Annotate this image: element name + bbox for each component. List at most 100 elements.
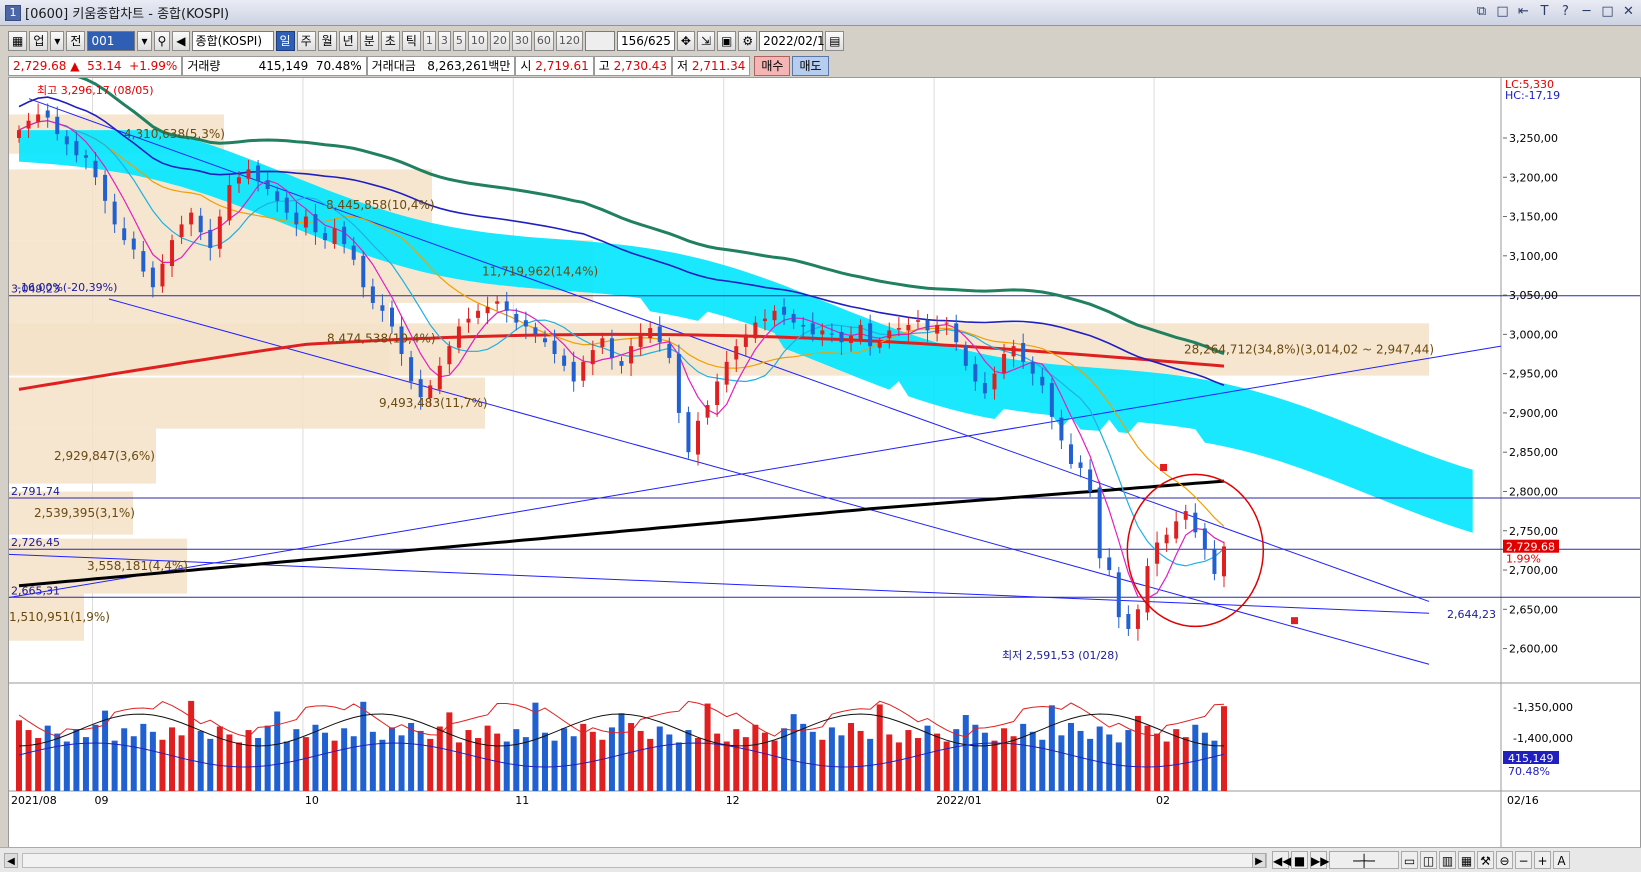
close-button[interactable]: ✕: [1623, 4, 1634, 19]
candle-body: [1002, 354, 1007, 373]
volume-bar: [188, 700, 195, 791]
interval-custom-input[interactable]: [584, 31, 615, 51]
scope-button[interactable]: 전: [66, 31, 86, 51]
date-input[interactable]: 2022/02/16: [759, 31, 832, 51]
volume-profile-label: 11,719,962(14,4%): [482, 265, 598, 279]
candle-body: [820, 330, 825, 335]
volume-bar: [1182, 737, 1189, 791]
scroll-track[interactable]: [22, 853, 1267, 868]
pin-icon[interactable]: ⇤: [1518, 4, 1529, 19]
restore-layout-icon[interactable]: ⧉: [1476, 4, 1487, 19]
market-selector[interactable]: 업: [29, 31, 49, 51]
volume-profile-bar: [9, 428, 156, 484]
zoom-plus-icon[interactable]: +: [1534, 851, 1551, 869]
stop-icon[interactable]: ■: [1291, 851, 1308, 869]
interval-3[interactable]: 3: [437, 31, 451, 51]
code-dropdown-icon[interactable]: ▾: [137, 31, 152, 51]
volume-bar: [914, 738, 921, 791]
candle-body: [418, 379, 423, 398]
volume-profile-label: 28,264,712(34,8%)(3,014,02 ~ 2,947,44): [1184, 343, 1434, 357]
maximize-button[interactable]: □: [1601, 4, 1614, 19]
minimize-button[interactable]: ─: [1582, 4, 1591, 19]
open-label: 시: [520, 59, 532, 73]
text-size-icon[interactable]: A: [1553, 851, 1570, 869]
volume-bar: [16, 720, 22, 791]
scroll-left-icon[interactable]: ◀: [4, 853, 18, 868]
buy-button[interactable]: 매수: [754, 56, 791, 76]
interval-120[interactable]: 120: [555, 31, 583, 51]
search-icon[interactable]: ⚲: [153, 31, 171, 51]
candle-body: [122, 228, 127, 241]
period-second[interactable]: 초: [380, 31, 400, 51]
candle-body: [275, 191, 280, 201]
candle-body: [1011, 346, 1016, 357]
period-year[interactable]: 년: [338, 31, 358, 51]
volume-bar: [494, 733, 501, 791]
interval-1[interactable]: 1: [422, 31, 436, 51]
interval-60[interactable]: 60: [533, 31, 554, 51]
interval-10[interactable]: 10: [467, 31, 488, 51]
period-tick[interactable]: 틱: [401, 31, 421, 51]
interval-5[interactable]: 5: [452, 31, 466, 51]
price-chart[interactable]: 2021/08 09 10 11 12 2022/01 02 02/16 3,049,23 2,7…: [9, 78, 1640, 849]
horizontal-scrollbar[interactable]: ◀ ▶ ◀◀ ■ ▶▶ ─┼─ ▭ ◫ ▥ ▦ ⚒ ⊖ − + A: [0, 847, 1641, 872]
candle-body: [409, 357, 414, 382]
window-frame-icon[interactable]: □: [1496, 4, 1509, 19]
help-icon[interactable]: ?: [1562, 4, 1569, 19]
layout-single-icon[interactable]: ▭: [1401, 851, 1418, 869]
zoom-slider[interactable]: ─┼─: [1329, 851, 1399, 869]
text-icon[interactable]: T: [1540, 4, 1549, 19]
chart-area[interactable]: 2021/08 09 10 11 12 2022/01 02 02/16 3,049,23 2,7…: [8, 77, 1641, 850]
volume-bar: [417, 730, 424, 791]
volume-profile-label: 2,539,395(3,1%): [34, 506, 135, 520]
volume-bar: [503, 741, 510, 791]
layout-double-icon[interactable]: ◫: [1420, 851, 1437, 869]
market-dropdown-icon[interactable]: ▾: [50, 31, 65, 51]
volume-bar: [427, 738, 434, 791]
amount-label: 거래대금: [371, 59, 416, 73]
crosshair-icon[interactable]: ✥: [676, 31, 695, 51]
code-input[interactable]: 001: [87, 31, 136, 51]
zoom-minus-icon[interactable]: −: [1515, 851, 1532, 869]
period-week[interactable]: 주: [296, 31, 316, 51]
volume-bar: [513, 729, 520, 791]
period-day[interactable]: 일: [275, 31, 295, 51]
volume-bar: [723, 741, 730, 791]
up-arrow-icon: ▲: [70, 59, 80, 73]
zoom-out-icon[interactable]: ⊖: [1496, 851, 1513, 869]
candle-body: [236, 177, 241, 184]
candle-body: [667, 343, 672, 358]
layout-grid-icon[interactable]: ▦: [1458, 851, 1475, 869]
interval-30[interactable]: 30: [511, 31, 532, 51]
candle-body: [83, 155, 88, 158]
tools-icon[interactable]: ⚒: [1477, 851, 1494, 869]
candle-body: [609, 338, 614, 358]
volume-bar: [92, 724, 99, 791]
period-minute[interactable]: 분: [359, 31, 379, 51]
volume-tag-label: 415,149: [1508, 752, 1554, 765]
layout-icon[interactable]: ▦: [8, 31, 28, 51]
candle-body: [256, 165, 261, 182]
indicator-icon[interactable]: ⇲: [696, 31, 715, 51]
gear-icon[interactable]: ⚙: [738, 31, 758, 51]
bar-count[interactable]: 156/625: [616, 31, 675, 51]
price-tag-label: 2,729.68: [1506, 541, 1555, 554]
rewind-icon[interactable]: ◀◀: [1272, 851, 1291, 869]
sell-button[interactable]: 매도: [792, 56, 829, 76]
scroll-right-icon[interactable]: ▶: [1252, 853, 1266, 868]
symbol-name-field[interactable]: 종합(KOSPI): [191, 31, 274, 51]
fast-forward-icon[interactable]: ▶▶: [1310, 851, 1329, 869]
candle-body: [791, 313, 796, 323]
save-icon[interactable]: ▣: [716, 31, 737, 51]
speaker-icon[interactable]: ◀: [172, 31, 190, 51]
volume-bar: [905, 730, 912, 791]
period-month[interactable]: 월: [317, 31, 337, 51]
candle-body: [170, 240, 175, 267]
support-line-label: 2,791,74: [11, 485, 60, 498]
volume-bar: [685, 730, 692, 791]
volume-bar: [637, 730, 644, 791]
candle-body: [801, 324, 806, 327]
interval-20[interactable]: 20: [489, 31, 510, 51]
calendar-icon[interactable]: ▤: [825, 31, 845, 51]
layout-split-icon[interactable]: ▥: [1439, 851, 1456, 869]
